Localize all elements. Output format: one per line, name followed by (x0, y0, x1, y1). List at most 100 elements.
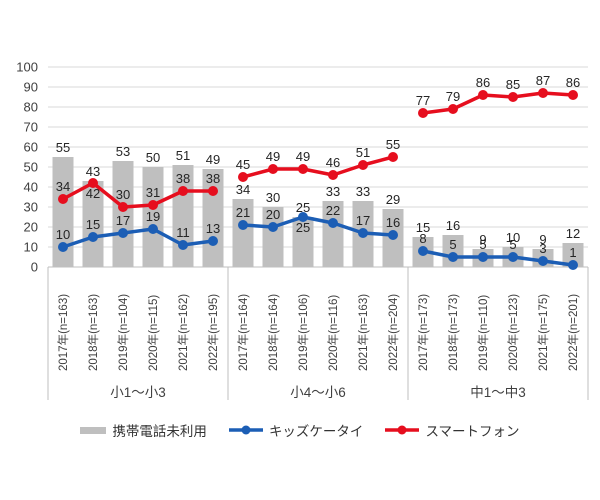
data-point (448, 104, 458, 114)
data-point (268, 164, 278, 174)
data-point (388, 152, 398, 162)
data-point (268, 222, 278, 232)
data-point (508, 92, 518, 102)
svg-text:20: 20 (266, 207, 280, 222)
svg-text:53: 53 (116, 144, 130, 159)
svg-text:31: 31 (146, 185, 160, 200)
svg-text:5: 5 (509, 237, 516, 252)
svg-text:9: 9 (539, 232, 546, 247)
svg-text:33: 33 (326, 184, 340, 199)
svg-text:85: 85 (506, 77, 520, 92)
data-point (448, 252, 458, 262)
svg-text:34: 34 (56, 179, 70, 194)
data-point (88, 232, 98, 242)
chart-legend: 携帯電話未利用 キッズケータイ スマートフォン (0, 420, 600, 440)
bar (112, 161, 134, 267)
data-point (88, 178, 98, 188)
svg-text:22: 22 (326, 203, 340, 218)
svg-text:51: 51 (356, 145, 370, 160)
svg-text:46: 46 (326, 155, 340, 170)
svg-text:2022年(n=195): 2022年(n=195) (206, 294, 220, 371)
data-point (508, 252, 518, 262)
svg-text:小4〜小6: 小4〜小6 (290, 385, 346, 400)
svg-text:50: 50 (146, 150, 160, 165)
svg-text:38: 38 (206, 171, 220, 186)
svg-text:2018年(n=164): 2018年(n=164) (266, 294, 280, 371)
data-point (388, 230, 398, 240)
svg-text:2017年(n=163): 2017年(n=163) (56, 294, 70, 371)
data-point (238, 220, 248, 230)
svg-text:8: 8 (419, 231, 426, 246)
svg-text:30: 30 (116, 187, 130, 202)
svg-text:38: 38 (176, 171, 190, 186)
svg-text:15: 15 (416, 220, 430, 235)
data-point (538, 88, 548, 98)
svg-text:20: 20 (24, 220, 38, 235)
data-point (118, 228, 128, 238)
bar (82, 181, 104, 267)
svg-text:2019年(n=104): 2019年(n=104) (116, 294, 130, 371)
svg-text:34: 34 (236, 182, 250, 197)
svg-text:16: 16 (446, 218, 460, 233)
svg-text:42: 42 (86, 186, 100, 201)
svg-text:16: 16 (386, 215, 400, 230)
data-point (568, 260, 578, 270)
svg-text:小1〜小3: 小1〜小3 (110, 385, 166, 400)
bar (142, 167, 164, 267)
svg-text:2019年(n=110): 2019年(n=110) (476, 295, 490, 371)
svg-text:29: 29 (386, 192, 400, 207)
svg-text:2017年(n=164): 2017年(n=164) (236, 294, 250, 371)
svg-text:13: 13 (206, 221, 220, 236)
data-point (328, 218, 338, 228)
svg-text:86: 86 (476, 75, 490, 90)
data-point (148, 200, 158, 210)
svg-text:3: 3 (539, 241, 546, 256)
svg-text:2021年(n=175): 2021年(n=175) (536, 294, 550, 371)
line-swatch-icon (385, 425, 420, 435)
data-point (58, 242, 68, 252)
legend-label-bar: 携帯電話未利用 (112, 424, 207, 439)
data-point (178, 240, 188, 250)
svg-text:70: 70 (24, 120, 38, 135)
data-point (358, 228, 368, 238)
legend-item-smartphone-line: スマートフォン (385, 420, 520, 440)
data-point (208, 186, 218, 196)
svg-text:2021年(n=163): 2021年(n=163) (356, 294, 370, 371)
svg-text:86: 86 (566, 75, 580, 90)
bar (262, 207, 284, 267)
line-swatch-icon (228, 425, 263, 435)
data-point (538, 256, 548, 266)
bar (52, 157, 74, 267)
svg-text:49: 49 (266, 149, 280, 164)
svg-text:2022年(n=204): 2022年(n=204) (386, 294, 400, 371)
series-line (58, 212, 578, 270)
svg-text:25: 25 (296, 220, 310, 235)
svg-text:19: 19 (146, 209, 160, 224)
svg-text:17: 17 (356, 213, 370, 228)
svg-text:9: 9 (479, 232, 486, 247)
svg-text:50: 50 (24, 160, 38, 175)
svg-text:5: 5 (449, 237, 456, 252)
svg-text:55: 55 (386, 137, 400, 152)
data-point (298, 212, 308, 222)
bar (322, 201, 344, 267)
svg-text:10: 10 (56, 227, 70, 242)
svg-text:5: 5 (479, 237, 486, 252)
svg-text:45: 45 (236, 157, 250, 172)
data-point (148, 224, 158, 234)
svg-text:2018年(n=173): 2018年(n=173) (446, 294, 460, 371)
svg-text:21: 21 (236, 205, 250, 220)
data-point (418, 108, 428, 118)
svg-text:80: 80 (24, 100, 38, 115)
legend-item-bar: 携帯電話未利用 (80, 420, 207, 440)
series-line (58, 88, 578, 212)
svg-text:49: 49 (206, 152, 220, 167)
svg-text:43: 43 (86, 164, 100, 179)
y-axis-labels: 0 10 20 30 40 50 60 70 80 90 100 (16, 60, 38, 275)
svg-text:49: 49 (296, 149, 310, 164)
svg-text:40: 40 (24, 180, 38, 195)
data-point (178, 186, 188, 196)
svg-text:10: 10 (506, 230, 520, 245)
